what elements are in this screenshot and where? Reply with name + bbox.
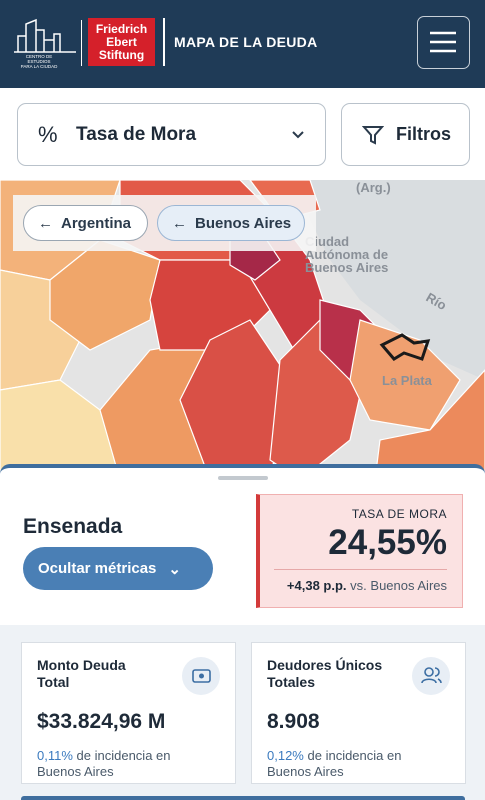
- breadcrumb-label: Argentina: [61, 214, 132, 232]
- app-title: MAPA DE LA DEUDA: [174, 34, 318, 50]
- card-title: Monto Deuda Total: [37, 657, 126, 690]
- brand-logo: Friedrich Ebert Stiftung: [88, 18, 155, 66]
- next-card-edge: [21, 796, 465, 800]
- breadcrumb-label: Buenos Aires: [195, 214, 292, 232]
- map-label: (Arg.): [356, 180, 391, 195]
- drag-handle[interactable]: [218, 476, 268, 480]
- metric-label: Tasa de Mora: [76, 123, 197, 145]
- highlight-metric: TASA DE MORA 24,55% +4,38 p.p. vs. Bueno…: [256, 494, 463, 608]
- logo-caption-line: PARA LA CIUDAD: [20, 64, 58, 69]
- breadcrumb[interactable]: ← Buenos Aires: [157, 205, 305, 241]
- map-label: Autónoma de: [305, 247, 388, 262]
- metric-card: Monto Deuda Total $33.824,96 M 0,11% de …: [21, 642, 236, 784]
- highlight-label: TASA DE MORA: [351, 507, 447, 521]
- metric-card: Deudores Únicos Totales 8.908 0,12% de i…: [251, 642, 466, 784]
- metric-select[interactable]: % Tasa de Mora: [17, 103, 326, 166]
- highlight-delta: +4,38 p.p.: [286, 578, 347, 593]
- metric-icon: %: [38, 121, 58, 147]
- card-pct: 0,11%: [37, 748, 73, 763]
- filter-icon: [362, 125, 384, 145]
- brand-line: Ebert: [106, 35, 137, 49]
- logo-icon: [14, 18, 76, 53]
- card-icon: [412, 657, 450, 695]
- brand-line: Friedrich: [95, 22, 148, 36]
- menu-button[interactable]: [417, 16, 470, 69]
- highlight-value: 24,55%: [328, 523, 447, 562]
- card-value: $33.824,96 M: [37, 710, 166, 733]
- chevron: [292, 131, 304, 139]
- card-note: de incidencia en Buenos Aires: [267, 748, 402, 779]
- filters-label: Filtros: [396, 124, 452, 144]
- map-label: La Plata: [382, 373, 433, 388]
- highlight-comparison: vs. Buenos Aires: [350, 578, 447, 593]
- card-note: de incidencia en Buenos Aires: [37, 748, 171, 779]
- logo-caption-line: CENTRO DE ESTUDIOS: [25, 54, 53, 64]
- card-value: 8.908: [267, 710, 320, 733]
- toggle-label: Ocultar métricas: [38, 560, 157, 577]
- card-pct: 0,12%: [267, 748, 304, 763]
- card-icon: [182, 657, 220, 695]
- logo-caption: CENTRO DE ESTUDIOS PARA LA CIUDAD: [16, 54, 62, 69]
- filters-button[interactable]: Filtros: [341, 103, 470, 166]
- map-label: Ciudad: [305, 234, 349, 249]
- card-title: Deudores Únicos Totales: [267, 657, 383, 690]
- breadcrumb[interactable]: ← Argentina: [23, 205, 148, 241]
- menu-icon: [430, 31, 456, 53]
- region-name: Ensenada: [23, 515, 123, 538]
- brand-line: Stiftung: [98, 48, 145, 62]
- map-label: Buenos Aires: [305, 260, 388, 275]
- header: CENTRO DE ESTUDIOS PARA LA CIUDAD Friedri…: [0, 0, 485, 88]
- toggle-metrics[interactable]: Ocultar métricas ⌄: [23, 547, 213, 590]
